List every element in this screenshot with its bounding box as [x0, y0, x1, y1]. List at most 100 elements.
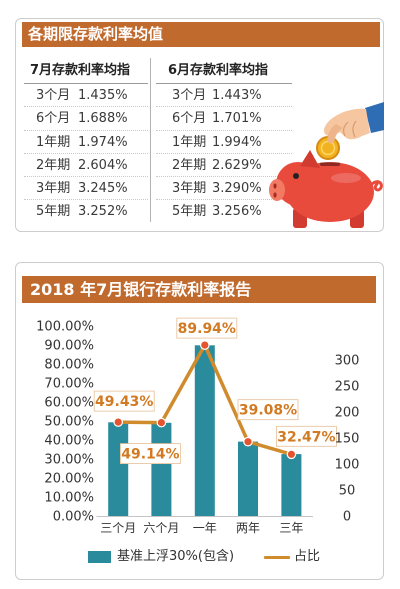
- rate-value: 1.435%: [78, 88, 128, 103]
- data-label-text: 39.08%: [239, 403, 297, 419]
- rate-value: 1.688%: [78, 111, 128, 127]
- july-rate-rows: 3个月 1.435% 6个月 1.688% 1年期 1.974% 2年期 2.604% 3年期 3…: [24, 84, 148, 224]
- y-left-tick-label: 10.00%: [44, 491, 94, 506]
- piggy-bank-icon: [269, 150, 383, 228]
- term-label: 3年期: [172, 181, 207, 197]
- y-left-tick-label: 30.00%: [44, 453, 94, 468]
- x-axis-categories: 三个月 六个月 一年 两年 三年: [100, 521, 303, 535]
- data-label: 32.47%: [275, 425, 337, 447]
- data-labels: 49.43% 49.14% 89.94% 39.08% 32.47%: [93, 317, 337, 465]
- data-label: 89.94%: [176, 317, 238, 339]
- rate-row: 6个月 1.688%: [24, 107, 148, 131]
- bar: [194, 345, 215, 516]
- legend-label-bar: 基准上浮30%(包含): [117, 549, 235, 564]
- hand-icon: [324, 102, 384, 144]
- term-label: 5年期: [36, 204, 71, 220]
- rate-report-chart: 0.00% 10.00% 20.00% 30.00% 40.00% 50.00% 60.00…: [36, 317, 360, 535]
- rate-row: 5年期 3.252%: [24, 200, 148, 223]
- chart-title: 2018 年7月银行存款利率报告: [22, 276, 376, 303]
- rate-row: 3年期 3.245%: [24, 177, 148, 201]
- rate-row: 3个月 1.443%: [156, 84, 292, 108]
- data-label-text: 49.14%: [121, 447, 179, 463]
- data-label-box: [93, 390, 155, 412]
- y-left-tick-label: 70.00%: [44, 377, 94, 392]
- legend-line-swatch: [264, 556, 290, 559]
- bar: [281, 454, 302, 516]
- x-category-label: 三年: [279, 521, 303, 535]
- y-left-tick-label: 80.00%: [44, 358, 94, 373]
- y-left-tick-label: 0.00%: [53, 510, 94, 525]
- legend-bar-swatch: [88, 551, 111, 563]
- data-label: 49.43%: [93, 390, 155, 412]
- rate-value: 1.701%: [212, 111, 262, 127]
- y-right-tick-label: 0: [343, 510, 351, 525]
- y-right-tick-label: 300: [335, 353, 360, 368]
- piggy-bank-illustration: [269, 102, 384, 228]
- term-label: 6个月: [172, 111, 207, 127]
- rate-value: 2.604%: [78, 157, 128, 173]
- y-axis-right: 0 50 100 150 200 250 300: [335, 353, 360, 524]
- y-left-tick-label: 50.00%: [44, 415, 94, 430]
- term-label: 3年期: [36, 181, 71, 197]
- data-label-text: 32.47%: [277, 429, 335, 445]
- y-left-tick-label: 60.00%: [44, 396, 94, 411]
- term-label: 1年期: [36, 134, 71, 150]
- rate-value: 3.245%: [78, 181, 128, 197]
- data-label-box: [275, 425, 337, 447]
- june-rate-column: 6月存款利率均指 3个月 1.443% 6个月 1.701% 1年期 1.994% 2年期 2…: [156, 60, 292, 224]
- y-left-tick-label: 40.00%: [44, 434, 94, 449]
- term-label: 2年期: [36, 157, 71, 173]
- line-point: [200, 340, 210, 350]
- june-rate-rows: 3个月 1.443% 6个月 1.701% 1年期 1.994% 2年期 2.629% 3年期 3…: [156, 84, 292, 224]
- july-column-header: 7月存款利率均指: [24, 60, 148, 84]
- rate-value: 1.994%: [212, 134, 262, 150]
- rate-row: 3个月 1.435%: [24, 84, 148, 108]
- rate-value: 3.252%: [78, 204, 128, 220]
- line-point: [113, 417, 123, 427]
- bar: [151, 422, 172, 516]
- x-category-label: 六个月: [143, 521, 179, 535]
- rate-row: 1年期 1.994%: [156, 131, 292, 154]
- y-left-tick-label: 100.00%: [36, 320, 94, 335]
- rate-row: 2年期 2.604%: [24, 154, 148, 178]
- rate-value: 3.290%: [212, 181, 262, 197]
- line-point: [286, 449, 297, 460]
- data-label-text: 89.94%: [178, 321, 236, 337]
- y-left-tick-label: 90.00%: [44, 339, 94, 354]
- y-right-tick-label: 250: [335, 379, 360, 394]
- y-right-tick-label: 150: [335, 431, 360, 446]
- x-category-label: 两年: [236, 521, 260, 535]
- rate-value: 1.974%: [78, 134, 128, 150]
- bar-series: [108, 345, 302, 516]
- rate-row: 3年期 3.290%: [156, 177, 292, 201]
- line-point: [156, 417, 167, 428]
- bar: [238, 441, 258, 516]
- y-right-tick-label: 200: [335, 405, 360, 420]
- rate-value: 3.256%: [212, 204, 262, 220]
- rate-value: 1.443%: [212, 88, 262, 103]
- column-divider: [150, 58, 151, 222]
- y-left-tick-label: 20.00%: [44, 472, 94, 487]
- data-label: 49.14%: [120, 443, 181, 465]
- june-column-header: 6月存款利率均指: [156, 60, 292, 84]
- term-label: 3个月: [36, 88, 71, 103]
- data-label-text: 49.43%: [95, 394, 153, 410]
- term-label: 3个月: [172, 88, 207, 103]
- line-point: [243, 436, 253, 447]
- line-points: [113, 340, 297, 460]
- x-category-label: 一年: [193, 521, 217, 535]
- data-label: 39.08%: [237, 399, 299, 421]
- y-axis-left: 0.00% 10.00% 20.00% 30.00% 40.00% 50.00% 60.00…: [36, 320, 94, 525]
- rate-row: 5年期 3.256%: [156, 200, 292, 223]
- bar: [108, 422, 129, 516]
- x-category-label: 三个月: [100, 521, 136, 535]
- term-label: 2年期: [172, 157, 207, 173]
- data-label-box: [120, 443, 181, 465]
- data-label-box: [176, 317, 238, 339]
- rate-table-title: 各期限存款利率均值: [22, 22, 380, 47]
- rate-value: 2.629%: [212, 157, 262, 173]
- rate-row: 1年期 1.974%: [24, 131, 148, 154]
- data-label-box: [237, 399, 299, 421]
- term-label: 5年期: [172, 204, 207, 220]
- legend-label-line: 占比: [294, 549, 321, 564]
